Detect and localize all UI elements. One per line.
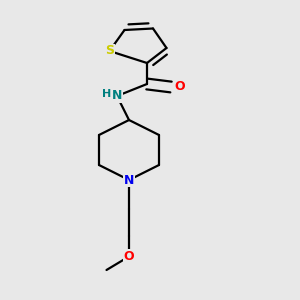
Text: H: H <box>102 88 111 99</box>
Text: S: S <box>105 44 114 58</box>
Text: N: N <box>124 173 134 187</box>
Text: O: O <box>175 80 185 94</box>
Text: O: O <box>124 250 134 263</box>
Text: N: N <box>112 89 122 103</box>
